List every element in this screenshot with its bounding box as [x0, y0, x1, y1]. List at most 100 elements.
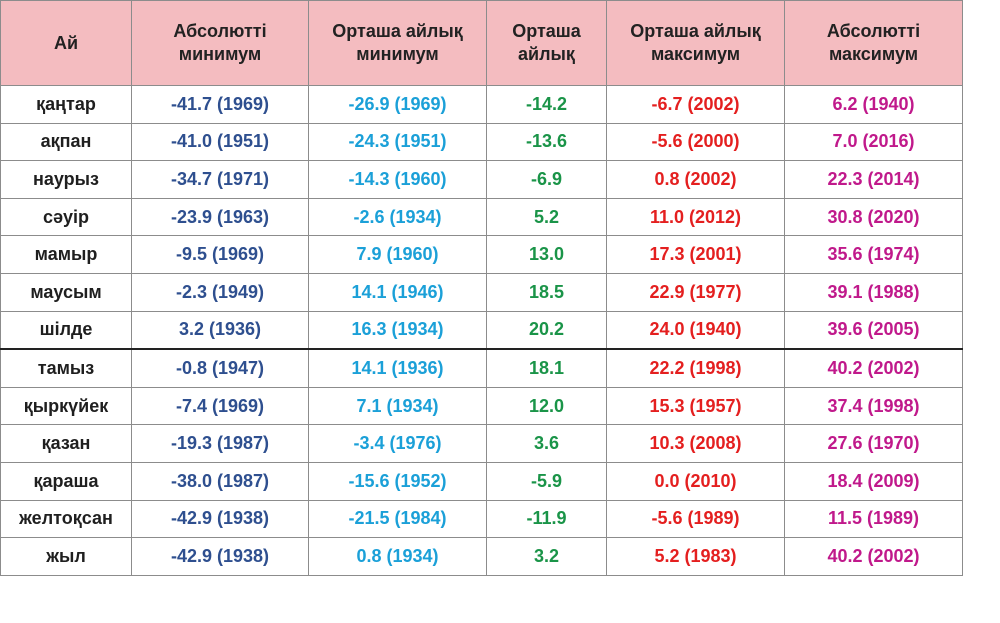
- cell-average: 18.1: [486, 348, 607, 388]
- cell-absolute-maximum: 39.6 (2005): [784, 310, 963, 350]
- cell-average-maximum: 22.9 (1977): [606, 272, 785, 312]
- table-row: қазан -19.3 (1987) -3.4 (1976) 3.6 10.3 …: [0, 424, 963, 463]
- cell-average-maximum: 10.3 (2008): [606, 424, 785, 463]
- cell-absolute-minimum: -42.9 (1938): [131, 537, 309, 576]
- cell-month: сәуір: [0, 197, 132, 237]
- header-row: Ай Абсолютті минимум Орташа айлық миниму…: [0, 0, 963, 86]
- cell-absolute-maximum: 18.4 (2009): [784, 461, 963, 501]
- header-month: Ай: [0, 0, 132, 86]
- cell-average: -5.9: [486, 461, 607, 501]
- cell-month: шілде: [0, 310, 132, 350]
- cell-absolute-maximum: 7.0 (2016): [784, 122, 963, 162]
- cell-average-minimum: 7.1 (1934): [308, 386, 487, 426]
- cell-average-minimum: -3.4 (1976): [308, 424, 487, 463]
- cell-average: 20.2: [486, 310, 607, 350]
- cell-absolute-maximum: 11.5 (1989): [784, 499, 963, 539]
- cell-average-maximum: 22.2 (1998): [606, 348, 785, 388]
- cell-month: тамыз: [0, 348, 132, 388]
- cell-average-minimum: -26.9 (1969): [308, 85, 487, 124]
- cell-absolute-maximum: 39.1 (1988): [784, 272, 963, 312]
- cell-average-minimum: 14.1 (1936): [308, 348, 487, 388]
- table-row: ақпан -41.0 (1951) -24.3 (1951) -13.6 -5…: [0, 122, 963, 162]
- cell-average-minimum: 14.1 (1946): [308, 272, 487, 312]
- cell-month: жыл: [0, 537, 132, 576]
- table-body: қаңтар -41.7 (1969) -26.9 (1969) -14.2 -…: [0, 85, 963, 576]
- table-row: қаңтар -41.7 (1969) -26.9 (1969) -14.2 -…: [0, 85, 963, 124]
- cell-absolute-minimum: -19.3 (1987): [131, 424, 309, 463]
- table-row: қараша -38.0 (1987) -15.6 (1952) -5.9 0.…: [0, 461, 963, 501]
- cell-average-minimum: -2.6 (1934): [308, 197, 487, 237]
- cell-absolute-maximum: 40.2 (2002): [784, 537, 963, 576]
- table-row: мамыр -9.5 (1969) 7.9 (1960) 13.0 17.3 (…: [0, 235, 963, 274]
- cell-average-minimum: -15.6 (1952): [308, 461, 487, 501]
- cell-average: 5.2: [486, 197, 607, 237]
- cell-absolute-minimum: -34.7 (1971): [131, 160, 309, 199]
- cell-average-minimum: -21.5 (1984): [308, 499, 487, 539]
- header-average-maximum: Орташа айлық максимум: [606, 0, 785, 86]
- climate-table: Ай Абсолютті минимум Орташа айлық миниму…: [0, 0, 963, 576]
- cell-average-minimum: -24.3 (1951): [308, 122, 487, 162]
- cell-month: қазан: [0, 424, 132, 463]
- cell-absolute-minimum: -42.9 (1938): [131, 499, 309, 539]
- cell-average: 3.6: [486, 424, 607, 463]
- cell-average-maximum: 0.0 (2010): [606, 461, 785, 501]
- cell-average: 13.0: [486, 235, 607, 274]
- cell-absolute-maximum: 6.2 (1940): [784, 85, 963, 124]
- cell-average: -13.6: [486, 122, 607, 162]
- cell-absolute-maximum: 27.6 (1970): [784, 424, 963, 463]
- cell-absolute-minimum: -38.0 (1987): [131, 461, 309, 501]
- cell-absolute-maximum: 35.6 (1974): [784, 235, 963, 274]
- cell-average: 12.0: [486, 386, 607, 426]
- cell-average-maximum: -6.7 (2002): [606, 85, 785, 124]
- table-row: шілде 3.2 (1936) 16.3 (1934) 20.2 24.0 (…: [0, 310, 963, 350]
- cell-month: қаңтар: [0, 85, 132, 124]
- cell-absolute-minimum: -9.5 (1969): [131, 235, 309, 274]
- cell-average: 3.2: [486, 537, 607, 576]
- table-row: наурыз -34.7 (1971) -14.3 (1960) -6.9 0.…: [0, 160, 963, 199]
- cell-absolute-maximum: 22.3 (2014): [784, 160, 963, 199]
- cell-absolute-maximum: 40.2 (2002): [784, 348, 963, 388]
- cell-month: наурыз: [0, 160, 132, 199]
- table-row: қыркүйек -7.4 (1969) 7.1 (1934) 12.0 15.…: [0, 386, 963, 426]
- cell-average: -6.9: [486, 160, 607, 199]
- cell-average-minimum: 7.9 (1960): [308, 235, 487, 274]
- cell-absolute-minimum: -41.0 (1951): [131, 122, 309, 162]
- cell-average-maximum: 24.0 (1940): [606, 310, 785, 350]
- cell-absolute-minimum: -2.3 (1949): [131, 272, 309, 312]
- cell-average: -14.2: [486, 85, 607, 124]
- header-average: Орташа айлық: [486, 0, 607, 86]
- table-row-annual: жыл -42.9 (1938) 0.8 (1934) 3.2 5.2 (198…: [0, 537, 963, 576]
- cell-month: маусым: [0, 272, 132, 312]
- cell-month: желтоқсан: [0, 499, 132, 539]
- cell-average-minimum: 0.8 (1934): [308, 537, 487, 576]
- cell-average-maximum: -5.6 (2000): [606, 122, 785, 162]
- cell-absolute-minimum: -41.7 (1969): [131, 85, 309, 124]
- cell-average-minimum: -14.3 (1960): [308, 160, 487, 199]
- cell-month: қараша: [0, 461, 132, 501]
- cell-average-maximum: -5.6 (1989): [606, 499, 785, 539]
- cell-absolute-minimum: -7.4 (1969): [131, 386, 309, 426]
- table-row: маусым -2.3 (1949) 14.1 (1946) 18.5 22.9…: [0, 272, 963, 312]
- table-row: сәуір -23.9 (1963) -2.6 (1934) 5.2 11.0 …: [0, 197, 963, 237]
- cell-average-maximum: 5.2 (1983): [606, 537, 785, 576]
- cell-average-maximum: 0.8 (2002): [606, 160, 785, 199]
- cell-absolute-minimum: 3.2 (1936): [131, 310, 309, 350]
- cell-absolute-minimum: -0.8 (1947): [131, 348, 309, 388]
- cell-absolute-maximum: 37.4 (1998): [784, 386, 963, 426]
- cell-average: 18.5: [486, 272, 607, 312]
- cell-average: -11.9: [486, 499, 607, 539]
- cell-average-minimum: 16.3 (1934): [308, 310, 487, 350]
- table-row: желтоқсан -42.9 (1938) -21.5 (1984) -11.…: [0, 499, 963, 539]
- cell-absolute-maximum: 30.8 (2020): [784, 197, 963, 237]
- header-absolute-maximum: Абсолютті максимум: [784, 0, 963, 86]
- table-row: тамыз -0.8 (1947) 14.1 (1936) 18.1 22.2 …: [0, 348, 963, 388]
- cell-average-maximum: 11.0 (2012): [606, 197, 785, 237]
- cell-month: ақпан: [0, 122, 132, 162]
- cell-absolute-minimum: -23.9 (1963): [131, 197, 309, 237]
- header-average-minimum: Орташа айлық минимум: [308, 0, 487, 86]
- cell-month: мамыр: [0, 235, 132, 274]
- cell-average-maximum: 15.3 (1957): [606, 386, 785, 426]
- header-absolute-minimum: Абсолютті минимум: [131, 0, 309, 86]
- cell-month: қыркүйек: [0, 386, 132, 426]
- cell-average-maximum: 17.3 (2001): [606, 235, 785, 274]
